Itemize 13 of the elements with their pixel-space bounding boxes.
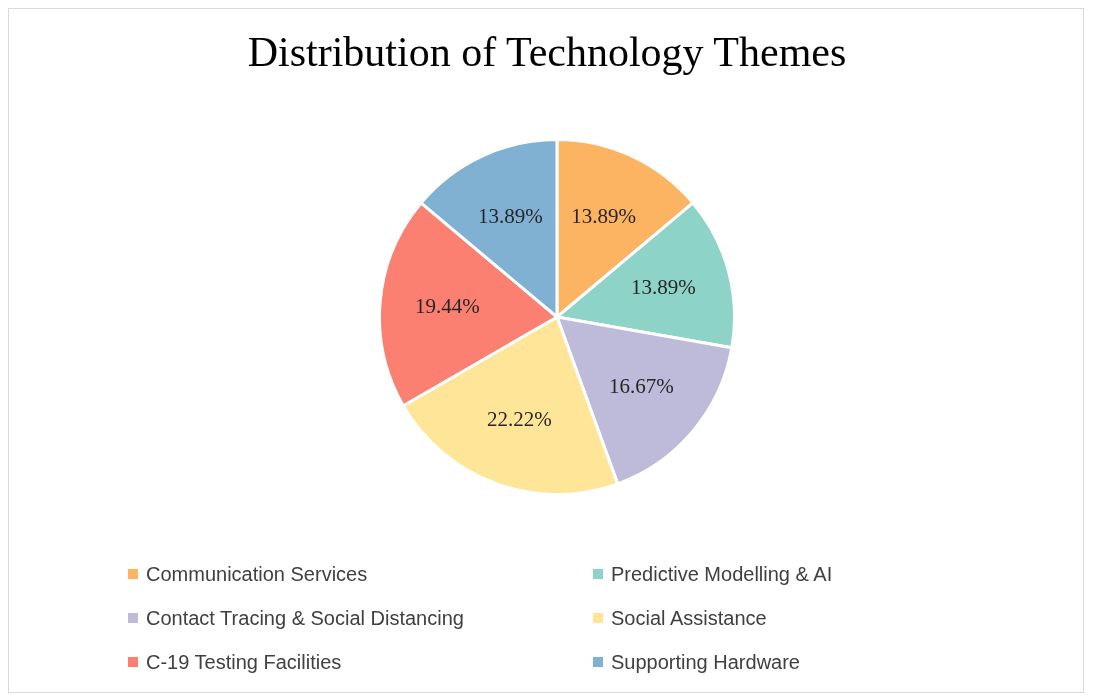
data-label: 22.22% — [486, 406, 552, 431]
data-label: 13.89% — [630, 275, 696, 300]
legend-label: Supporting Hardware — [611, 650, 800, 674]
data-label: 19.44% — [414, 293, 480, 318]
legend-label: C-19 Testing Facilities — [146, 650, 342, 674]
chart-title: Distribution of Technology Themes — [246, 28, 848, 76]
legend-label: Communication Services — [146, 562, 368, 586]
legend-label: Predictive Modelling & AI — [611, 562, 833, 586]
legend-label: Contact Tracing & Social Distancing — [146, 606, 464, 630]
data-label: 13.89% — [571, 203, 636, 228]
data-label: 13.89% — [478, 203, 543, 228]
legend-label: Social Assistance — [611, 606, 767, 630]
data-label: 16.67% — [608, 374, 674, 399]
